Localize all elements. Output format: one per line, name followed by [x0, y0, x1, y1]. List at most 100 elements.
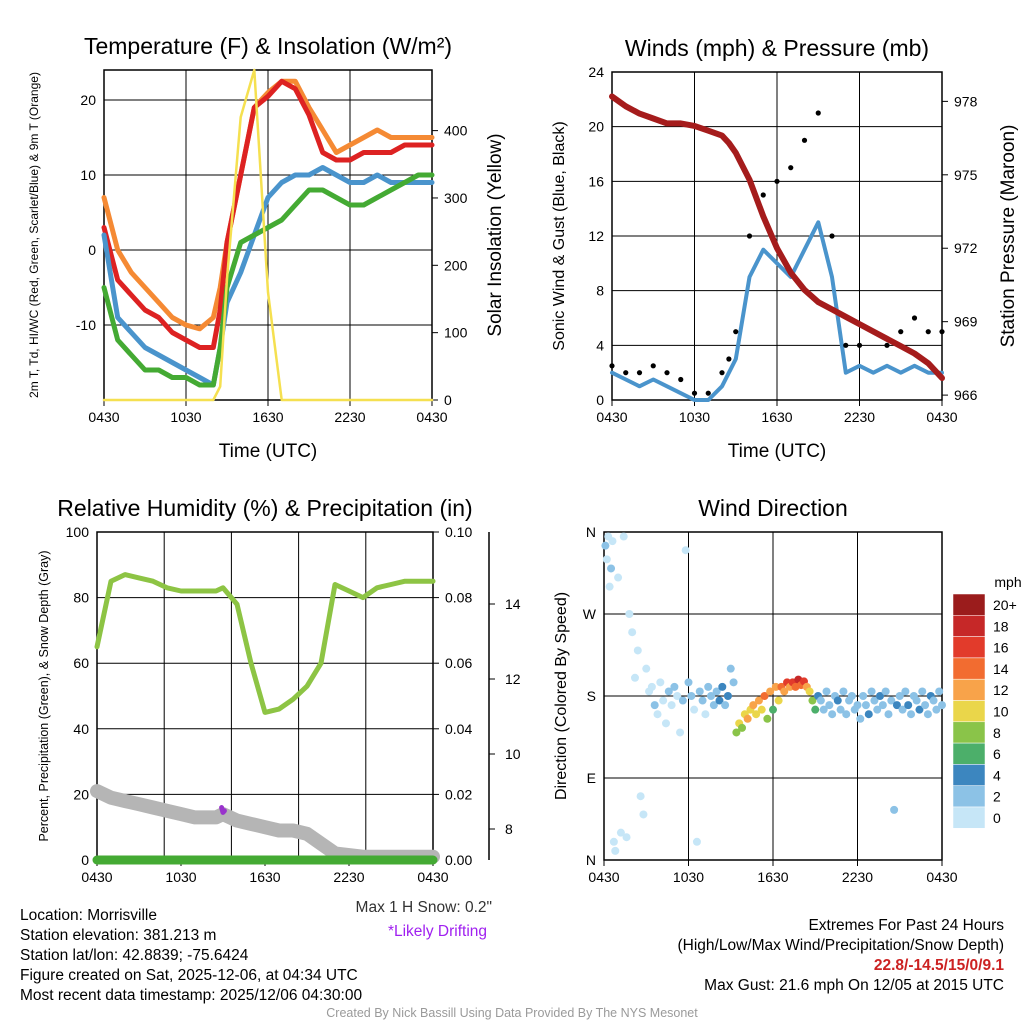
- direction-point: [881, 687, 890, 696]
- series-line: [102, 68, 434, 402]
- y-tick-label-right: 0.10: [445, 524, 472, 540]
- x-tick-label: 1030: [170, 409, 201, 425]
- direction-point: [766, 687, 775, 696]
- legend-label: 2: [993, 789, 1001, 805]
- direction-point: [876, 692, 885, 700]
- extremes-description: (High/Low/Max Wind/Precipitation/Snow De…: [677, 937, 1005, 954]
- gust-point: [609, 363, 615, 369]
- series-line: [101, 172, 435, 388]
- series-line: [610, 220, 944, 402]
- chart-panel-3: 0430 1030 1630 2230 0430 Relative Humidity (%…: [37, 495, 521, 940]
- gust-point: [856, 342, 863, 348]
- x-tick-label: 2230: [334, 409, 365, 425]
- gust-point: [705, 390, 711, 396]
- direction-point: [625, 610, 634, 618]
- direction-point: [607, 564, 616, 573]
- direction-point: [901, 687, 910, 696]
- direction-point: [692, 837, 701, 846]
- direction-point: [873, 705, 882, 714]
- direction-point: [769, 705, 777, 714]
- x-tick-label: 1030: [673, 869, 704, 885]
- direction-point: [842, 710, 851, 719]
- direction-point: [605, 582, 614, 591]
- y-tick-label-left: S: [587, 688, 596, 704]
- direction-point: [828, 710, 837, 719]
- direction-point: [780, 687, 789, 696]
- direction-point: [698, 696, 707, 705]
- direction-point: [864, 710, 873, 719]
- gust-point: [623, 370, 629, 376]
- legend-label: 4: [993, 767, 1001, 783]
- direction-point: [856, 714, 865, 723]
- direction-point: [661, 719, 670, 728]
- direction-point: [805, 687, 814, 696]
- direction-point: [653, 710, 662, 719]
- direction-point: [628, 628, 637, 637]
- direction-point: [904, 701, 913, 710]
- gust-point: [650, 363, 656, 369]
- direction-point: [923, 710, 932, 719]
- series-line: [90, 784, 440, 864]
- direction-point: [715, 696, 724, 705]
- direction-point: [681, 546, 690, 555]
- x-tick-label: 1630: [252, 409, 283, 425]
- direction-point: [707, 692, 716, 700]
- y-tick-label-right: 0.02: [445, 786, 472, 802]
- gust-point: [801, 137, 808, 143]
- direction-point: [898, 705, 907, 714]
- legend-label: 20+: [993, 597, 1017, 613]
- direction-point: [929, 696, 938, 705]
- y-axis-label-left: Percent, Precipitation (Green), & Snow D…: [37, 550, 51, 841]
- y-tick-label-left: 0: [81, 852, 89, 868]
- x-tick-label: 0430: [416, 409, 447, 425]
- direction-point: [907, 710, 916, 719]
- direction-point: [656, 678, 665, 687]
- location-text: Location: Morrisville: [20, 907, 157, 924]
- direction-point: [774, 696, 783, 705]
- direction-point: [935, 687, 944, 696]
- legend-swatch: [952, 678, 986, 701]
- legend-swatch: [952, 742, 986, 765]
- y-tick-label-left: 20: [588, 119, 604, 135]
- direction-point: [667, 701, 676, 710]
- legend-swatch: [952, 806, 986, 829]
- y-tick-label-left: 24: [588, 64, 604, 80]
- y-tick-label-right: 969: [954, 314, 978, 330]
- series-line: [609, 93, 945, 381]
- gust-point: [719, 370, 725, 376]
- chart-title: Temperature (F) & Insolation (W/m²): [84, 33, 452, 59]
- speed-legend: mph 20+ 18 16 14 12 10 8 6 4 2 0: [952, 574, 1022, 829]
- direction-point: [921, 701, 930, 710]
- direction-point: [867, 687, 876, 696]
- direction-point: [763, 714, 772, 723]
- gust-point: [939, 329, 945, 335]
- direction-point: [718, 682, 727, 691]
- gust-point: [746, 233, 753, 239]
- direction-point: [822, 687, 831, 696]
- direction-point: [825, 701, 834, 710]
- direction-point: [608, 537, 617, 546]
- legend-swatch: [952, 593, 986, 616]
- y-tick-label-left: 100: [66, 524, 90, 540]
- direction-point: [678, 696, 687, 705]
- gust-point: [829, 233, 835, 239]
- y-tick-label-left: 60: [73, 655, 89, 671]
- legend-label: 10: [993, 704, 1009, 720]
- y-tick-label-left: N: [586, 524, 596, 540]
- legend-label: 8: [993, 725, 1001, 741]
- gust-point: [691, 390, 698, 396]
- direction-point: [622, 833, 631, 842]
- gust-point: [678, 376, 684, 383]
- direction-point: [695, 687, 704, 696]
- legend-swatch: [952, 764, 986, 786]
- direction-point: [915, 705, 924, 714]
- y-tick-label-right: 966: [954, 387, 978, 403]
- y-tick-label-left: E: [587, 770, 596, 786]
- y-tick-label-right: 0.08: [445, 590, 472, 606]
- y-tick-label-right: 0.04: [445, 721, 472, 737]
- direction-point: [642, 664, 651, 673]
- y-tick-label-left: W: [583, 606, 597, 622]
- legend-label: 6: [993, 746, 1001, 762]
- direction-point: [861, 701, 870, 710]
- x-tick-label: 1030: [679, 409, 710, 425]
